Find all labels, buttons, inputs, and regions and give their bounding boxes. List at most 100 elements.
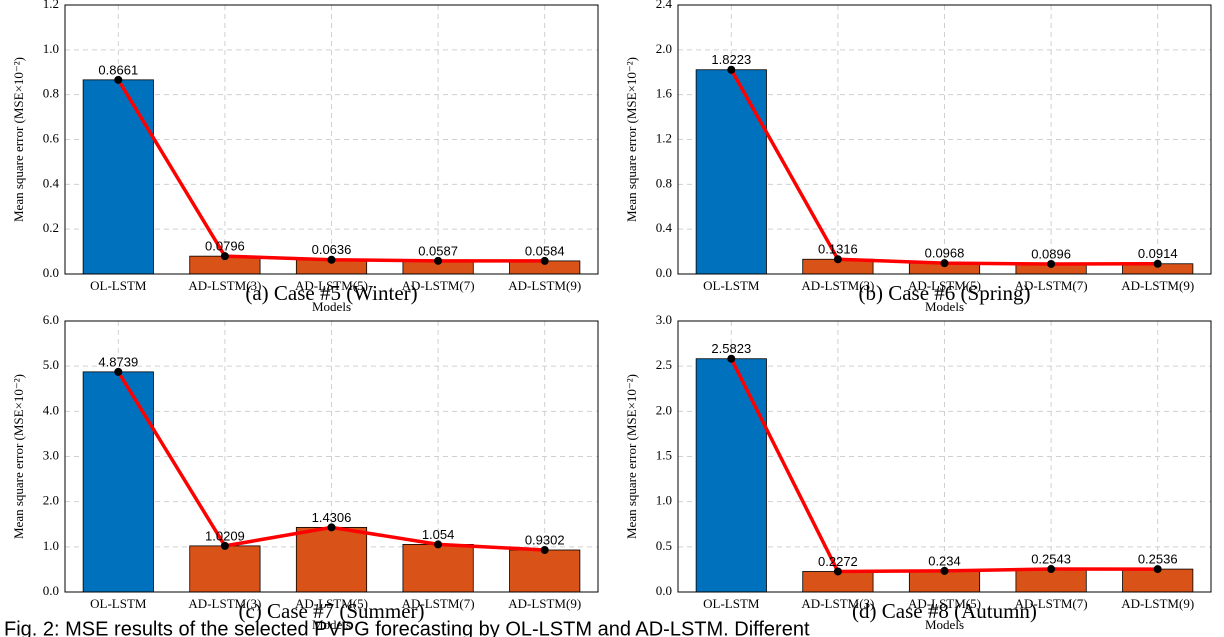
- value-label: 0.9302: [525, 532, 565, 547]
- y-axis-label: Mean square error (MSE×10⁻²): [11, 57, 26, 222]
- value-label: 0.0796: [205, 239, 245, 254]
- value-label: 0.0587: [418, 243, 458, 258]
- x-tick-label: OL-LSTM: [90, 596, 147, 611]
- x-tick-label: AD-LSTM(3): [188, 278, 261, 293]
- marker: [833, 567, 842, 576]
- y-tick-label: 6.0: [43, 312, 59, 327]
- y-tick-label: 4.0: [43, 402, 59, 417]
- bar: [509, 549, 581, 593]
- marker: [833, 255, 842, 264]
- marker: [727, 65, 736, 74]
- y-tick-label: 2.0: [43, 493, 59, 508]
- marker: [434, 256, 443, 265]
- x-tick-label: AD-LSTM(5): [295, 596, 368, 611]
- marker: [940, 259, 949, 268]
- y-tick-label: 1.2: [43, 0, 59, 11]
- marker: [540, 256, 549, 265]
- y-tick-label: 0.4: [43, 175, 60, 190]
- x-tick-label: OL-LSTM: [703, 278, 760, 293]
- bar: [402, 543, 474, 593]
- marker: [727, 354, 736, 363]
- value-label: 0.2272: [818, 554, 858, 569]
- y-tick-label: 2.0: [656, 402, 672, 417]
- bar: [82, 79, 154, 275]
- y-tick-label: 0.2: [43, 220, 59, 235]
- value-label: 0.1316: [818, 242, 858, 257]
- x-tick-label: AD-LSTM(9): [1121, 596, 1194, 611]
- x-tick-label: OL-LSTM: [703, 596, 760, 611]
- marker: [1047, 565, 1056, 574]
- y-tick-label: 1.0: [43, 538, 59, 553]
- marker: [327, 523, 336, 532]
- marker: [220, 252, 229, 261]
- bar: [295, 526, 368, 593]
- y-tick-label: 0.0: [656, 583, 672, 598]
- marker: [327, 255, 336, 264]
- value-label: 0.2543: [1031, 551, 1071, 566]
- plot-frame: [677, 4, 1212, 275]
- bar: [695, 358, 767, 593]
- plot-frame: [64, 4, 599, 275]
- y-axis-label: Mean square error (MSE×10⁻²): [624, 57, 639, 222]
- x-axis-label: Models: [312, 299, 351, 314]
- plot-frame: [677, 320, 1212, 593]
- subtitle: (b) Case #6 (Spring): [858, 281, 1030, 305]
- subtitle: (d) Case #8 (Autumn): [852, 599, 1037, 623]
- y-tick-label: 1.0: [656, 493, 672, 508]
- y-tick-label: 0.4: [656, 220, 673, 235]
- marker: [540, 545, 549, 554]
- value-label: 0.0914: [1138, 246, 1178, 261]
- y-tick-label: 1.5: [656, 447, 672, 462]
- y-tick-label: 2.0: [656, 41, 672, 56]
- y-tick-label: 0.8: [43, 86, 59, 101]
- y-tick-label: 0.0: [43, 583, 59, 598]
- y-tick-label: 1.2: [656, 130, 672, 145]
- marker: [114, 367, 123, 376]
- y-tick-label: 2.4: [656, 0, 673, 11]
- marker: [114, 75, 123, 84]
- bar: [82, 371, 154, 593]
- value-label: 0.0896: [1031, 246, 1071, 261]
- y-tick-label: 3.0: [656, 312, 672, 327]
- y-axis-label: Mean square error (MSE×10⁻²): [624, 374, 639, 539]
- x-tick-label: AD-LSTM(9): [508, 278, 581, 293]
- bar: [189, 545, 261, 593]
- x-axis-label: Models: [925, 617, 964, 632]
- value-label: 0.0636: [312, 242, 352, 257]
- y-tick-label: 0.6: [43, 130, 60, 145]
- x-tick-label: AD-LSTM(3): [801, 278, 874, 293]
- marker: [220, 541, 229, 550]
- y-tick-label: 2.5: [656, 357, 672, 372]
- value-label: 0.0584: [525, 243, 565, 258]
- subtitle: (a) Case #5 (Winter): [245, 281, 417, 305]
- y-tick-label: 0.0: [656, 265, 672, 280]
- x-tick-label: AD-LSTM(7): [1015, 278, 1088, 293]
- x-tick-label: AD-LSTM(5): [908, 278, 981, 293]
- y-tick-label: 5.0: [43, 357, 59, 372]
- x-tick-label: AD-LSTM(9): [508, 596, 581, 611]
- value-label: 0.2536: [1138, 552, 1178, 567]
- value-label: 4.8739: [98, 354, 138, 369]
- marker: [1153, 259, 1162, 268]
- value-label: 1.4306: [312, 510, 352, 525]
- y-tick-label: 1.6: [656, 86, 673, 101]
- x-tick-label: AD-LSTM(5): [908, 596, 981, 611]
- x-tick-label: AD-LSTM(7): [402, 596, 475, 611]
- y-tick-label: 1.0: [43, 41, 59, 56]
- y-tick-label: 3.0: [43, 447, 59, 462]
- x-tick-label: OL-LSTM: [90, 278, 147, 293]
- caption: Fig. 2: MSE results of the selected PVPG…: [4, 618, 810, 637]
- x-tick-label: AD-LSTM(9): [1121, 278, 1194, 293]
- subtitle: (c) Case #7 (Summer): [238, 599, 424, 623]
- x-tick-label: AD-LSTM(3): [188, 596, 261, 611]
- y-axis-label: Mean square error (MSE×10⁻²): [11, 374, 26, 539]
- y-tick-label: 0.8: [656, 175, 672, 190]
- y-tick-label: 0.0: [43, 265, 59, 280]
- value-label: 0.8661: [98, 62, 138, 77]
- plot-frame: [64, 320, 599, 593]
- value-label: 1.0209: [205, 528, 245, 543]
- value-label: 0.0968: [925, 246, 965, 261]
- bar: [695, 69, 767, 275]
- x-tick-label: AD-LSTM(3): [801, 596, 874, 611]
